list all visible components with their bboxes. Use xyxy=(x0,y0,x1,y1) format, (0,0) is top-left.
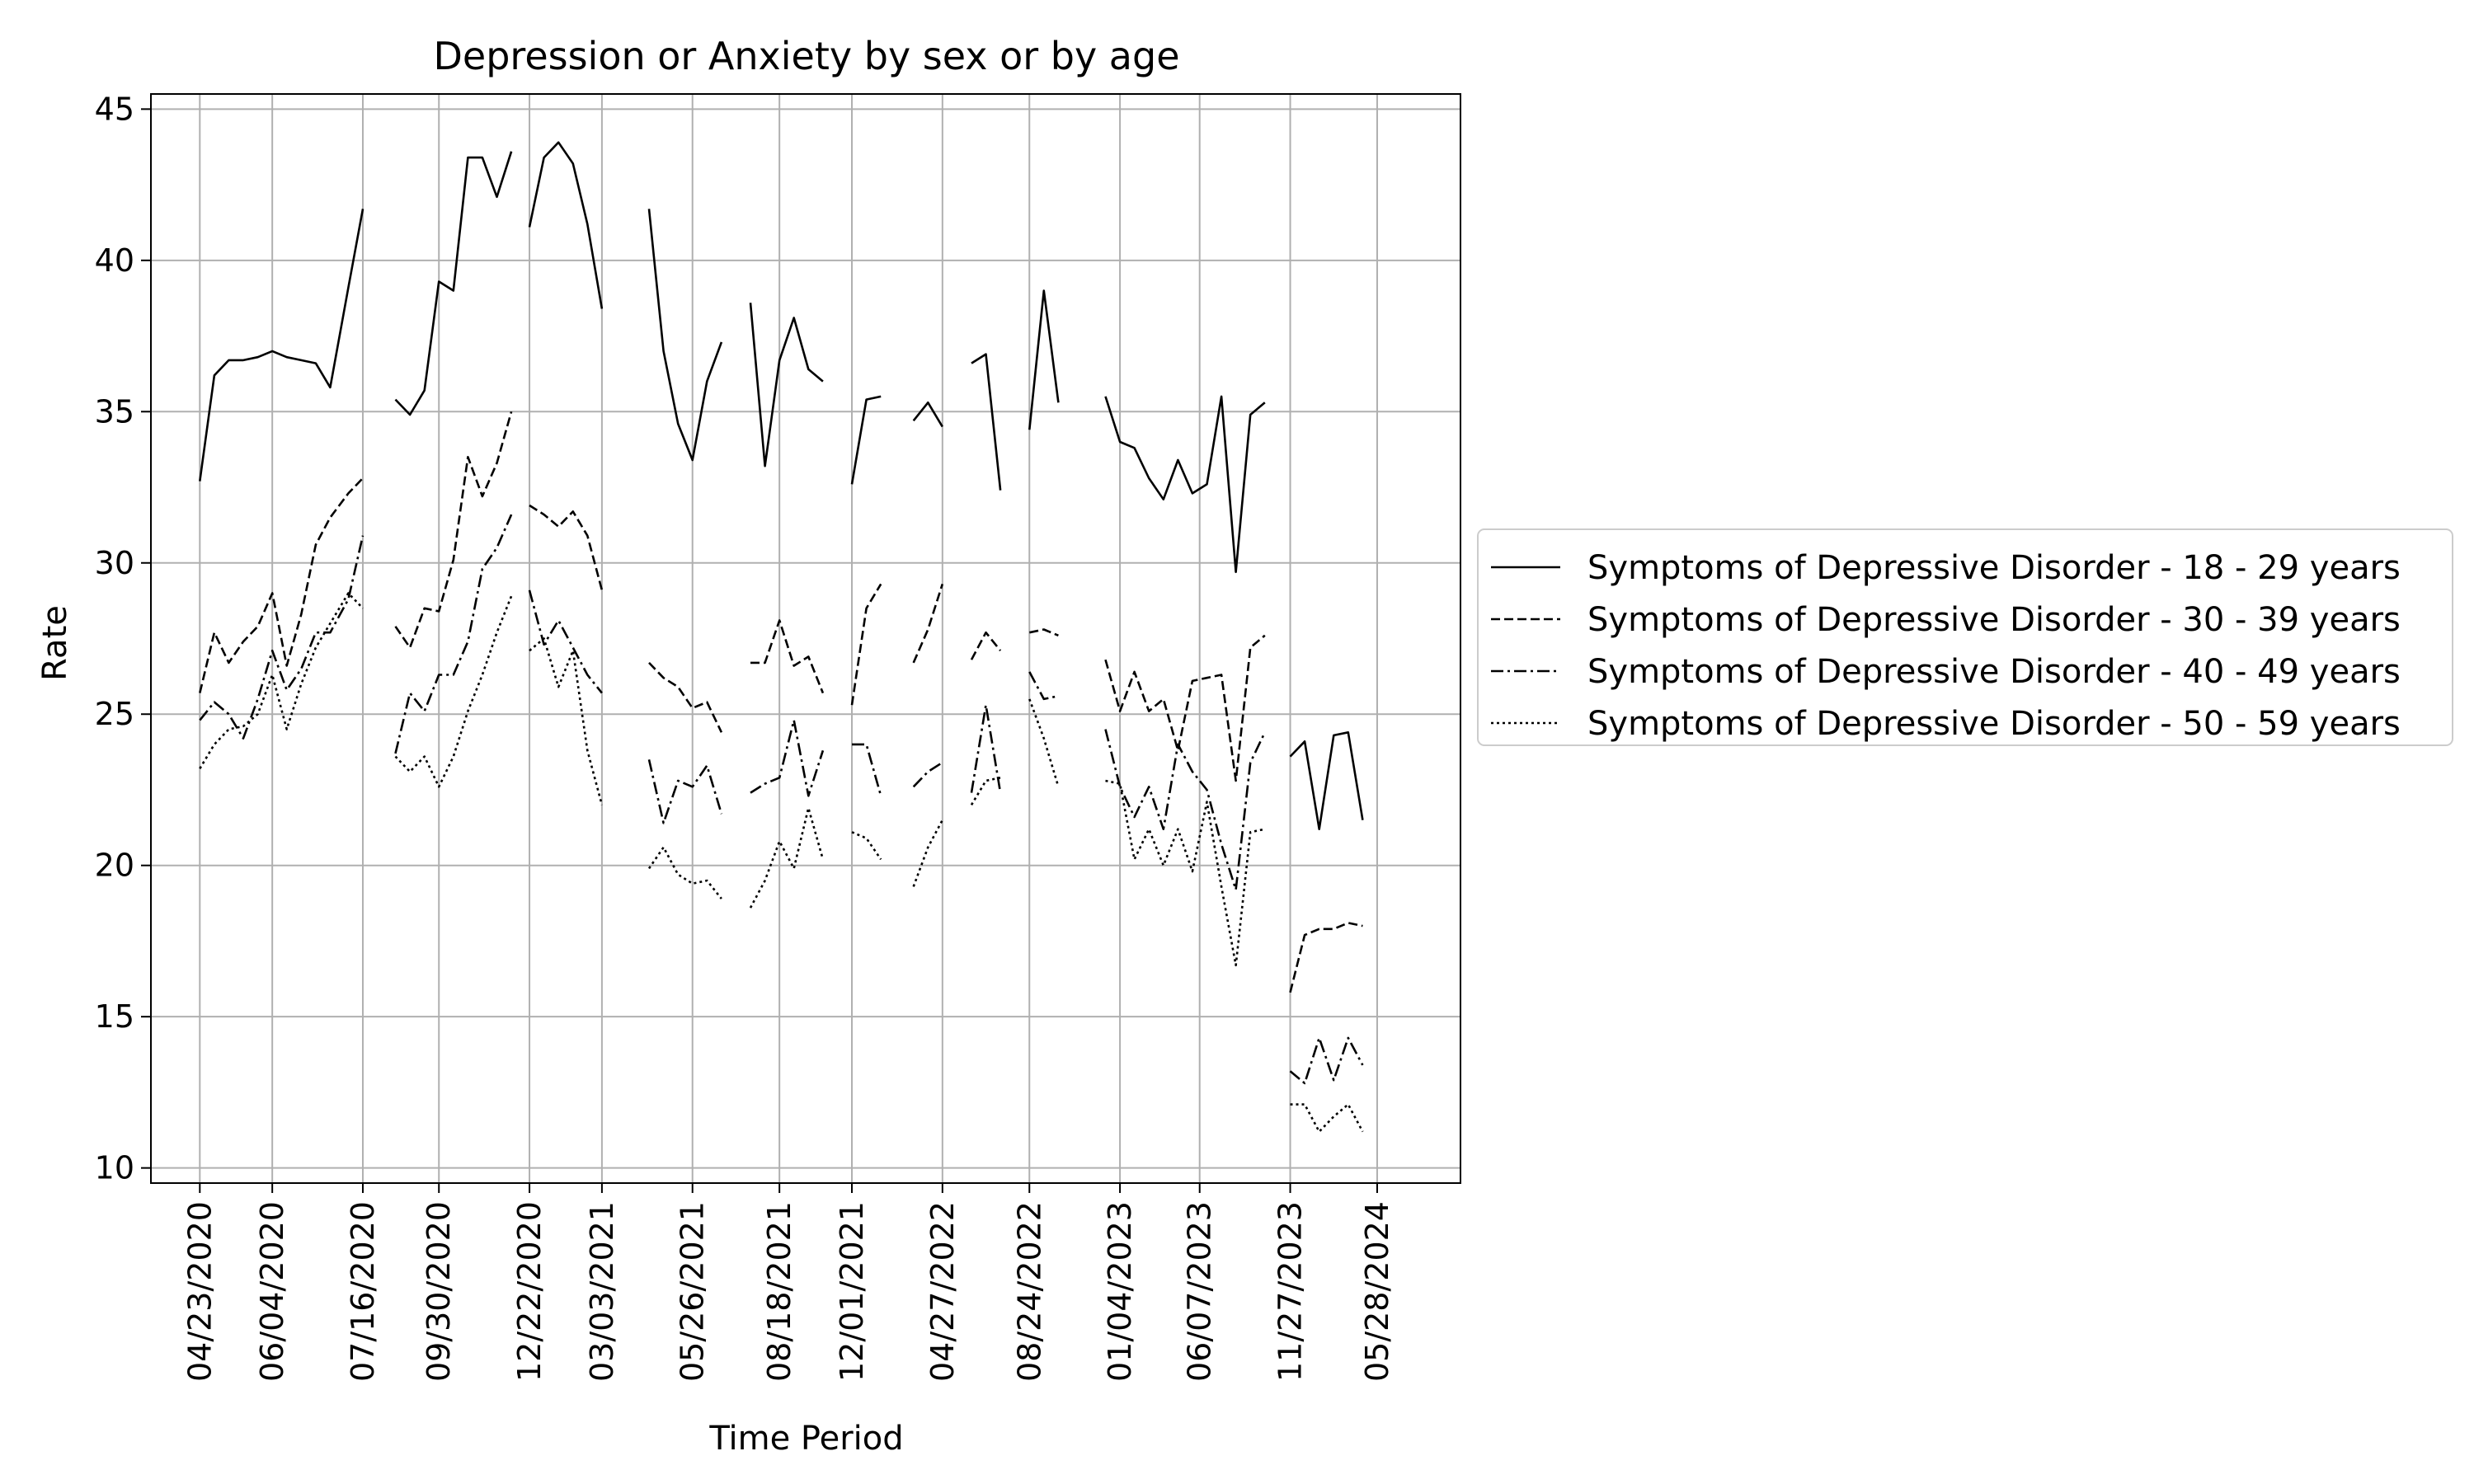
series-line-segment xyxy=(394,514,513,754)
series-line-segment xyxy=(1104,729,1266,891)
series-line-segment xyxy=(199,477,364,693)
series-line-segment xyxy=(912,761,943,788)
series-line-segment xyxy=(852,743,882,796)
x-tick-label: 06/04/2020 xyxy=(254,1201,290,1382)
series-line-segment xyxy=(1289,1036,1364,1085)
x-tick-label: 01/04/2023 xyxy=(1102,1201,1138,1382)
series-line-segment xyxy=(1104,634,1266,782)
y-tick-label: 45 xyxy=(95,91,134,127)
series-line-segment xyxy=(1289,731,1364,830)
series-line-segment xyxy=(750,719,825,797)
series-line-segment xyxy=(971,353,1002,491)
x-tick-label: 03/03/2021 xyxy=(584,1201,620,1382)
legend-label: Symptoms of Depressive Disorder - 30 - 3… xyxy=(1587,601,2401,639)
x-tick-label: 12/22/2020 xyxy=(511,1201,548,1382)
y-tick-label: 35 xyxy=(95,393,134,430)
plot-frame xyxy=(150,93,1461,1184)
series-line-segment xyxy=(394,411,513,649)
x-tick-label: 04/27/2022 xyxy=(924,1201,961,1382)
x-tick-label: 12/01/2021 xyxy=(834,1201,870,1382)
series-line-segment xyxy=(749,806,825,909)
series-line-segment xyxy=(1104,395,1266,574)
series-line-segment xyxy=(970,631,1002,660)
x-tick-label: 06/07/2023 xyxy=(1182,1201,1218,1382)
series-line-segment xyxy=(199,592,364,769)
series-line-segment xyxy=(912,402,943,428)
legend-label: Symptoms of Depressive Disorder - 50 - 5… xyxy=(1587,705,2401,743)
series-line-segment xyxy=(529,504,604,591)
y-axis-label: Rate xyxy=(36,605,74,681)
series-line-segment xyxy=(970,703,1002,793)
x-tick-label: 04/23/2020 xyxy=(181,1201,218,1382)
x-tick-label: 08/24/2022 xyxy=(1011,1201,1047,1382)
legend: Symptoms of Depressive Disorder - 18 - 2… xyxy=(1477,528,2453,746)
y-tick-label: 40 xyxy=(95,242,134,279)
grid-lines xyxy=(151,94,1460,1183)
y-tick-label: 10 xyxy=(95,1150,134,1186)
x-axis: 04/23/2020 06/04/2020 07/16/2020 09/30/2020… xyxy=(181,1183,1395,1382)
x-tick-label: 05/28/2024 xyxy=(1359,1201,1395,1382)
x-tick-label: 09/30/2020 xyxy=(421,1201,457,1382)
series-line-segment xyxy=(1289,922,1363,993)
series-line-segment xyxy=(912,819,943,887)
series-line-segment xyxy=(851,831,882,861)
series-4 xyxy=(199,592,1364,1133)
y-tick-label: 30 xyxy=(95,545,134,581)
series-1 xyxy=(199,141,1364,830)
x-tick-label: 07/16/2020 xyxy=(345,1201,381,1382)
series-line-segment xyxy=(647,846,722,899)
series-line-segment xyxy=(528,141,604,309)
series-line-segment xyxy=(199,209,365,481)
legend-label: Symptoms of Depressive Disorder - 18 - 2… xyxy=(1587,549,2401,587)
y-tick-label: 25 xyxy=(95,696,134,732)
x-tick-label: 11/27/2023 xyxy=(1272,1201,1309,1382)
series-line-segment xyxy=(1028,698,1060,787)
y-tick-label: 15 xyxy=(95,998,134,1035)
x-axis-label: Time Period xyxy=(708,1420,903,1458)
series-line-segment xyxy=(970,777,1001,805)
series-line-segment xyxy=(647,759,723,824)
series-line-segment xyxy=(749,303,824,467)
series-line-segment xyxy=(199,535,365,740)
series-line-segment xyxy=(647,209,723,462)
series-line-segment xyxy=(648,661,723,733)
series-line-segment xyxy=(394,595,513,788)
series-line-segment xyxy=(1290,1103,1364,1133)
series-line-segment xyxy=(394,151,513,416)
y-axis: 10 15 20 25 30 35 40 45 xyxy=(95,91,151,1186)
series-line-segment xyxy=(1029,628,1059,637)
series-2 xyxy=(199,411,1363,993)
series-line-segment xyxy=(750,619,825,694)
series-line-segment xyxy=(850,395,882,485)
series-line-segment xyxy=(1105,779,1266,967)
series-line-segment xyxy=(1028,671,1059,701)
series-line-segment xyxy=(912,584,944,664)
legend-box xyxy=(1477,528,2453,746)
legend-label: Symptoms of Depressive Disorder - 40 - 4… xyxy=(1587,653,2401,691)
series-line-segment xyxy=(529,637,604,805)
x-tick-label: 05/26/2021 xyxy=(675,1201,711,1382)
x-tick-label: 08/18/2021 xyxy=(761,1201,797,1382)
series-line-segment xyxy=(850,583,882,706)
series-line-segment xyxy=(528,589,603,694)
series-line-segment xyxy=(1028,289,1060,430)
series-group xyxy=(199,141,1364,1133)
y-tick-label: 20 xyxy=(95,848,134,884)
series-3 xyxy=(199,514,1364,1085)
chart-title: Depression or Anxiety by sex or by age xyxy=(434,34,1180,78)
